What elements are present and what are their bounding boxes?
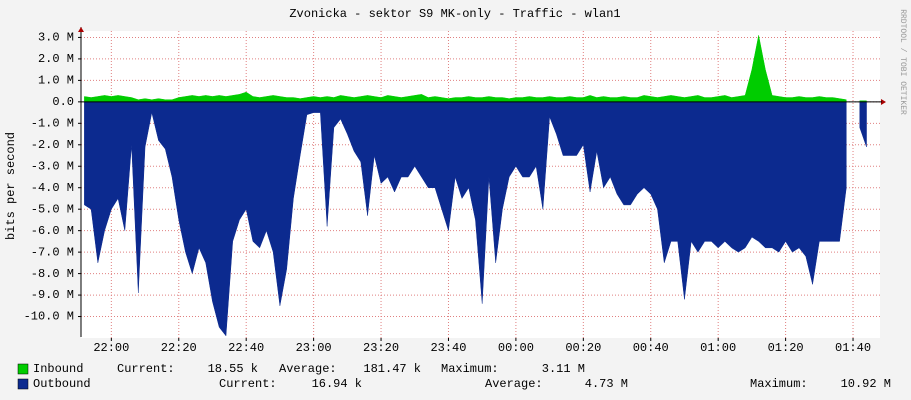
y-axis-arrow [78, 27, 84, 32]
legend-label: Outbound [33, 377, 91, 391]
x-tick-label: 00:00 [498, 341, 534, 355]
x-tick-label: 00:20 [565, 341, 601, 355]
y-tick-label: -5.0 M [31, 202, 74, 216]
legend-stat-value: 4.73 M [585, 377, 628, 391]
y-tick-label: -8.0 M [31, 267, 74, 281]
x-tick-label: 23:40 [430, 341, 466, 355]
legend-stat-label: Average: [279, 362, 337, 376]
legend: Inbound Current: 18.55 k Average: 181.47 k Ma… [17, 362, 891, 391]
x-axis-arrow [881, 99, 886, 105]
legend-swatch [17, 378, 29, 390]
x-tick-label: 01:20 [768, 341, 804, 355]
legend-stat-label: Maximum: [750, 377, 808, 391]
y-tick-label: -6.0 M [31, 224, 74, 238]
legend-stat-label: Average: [485, 377, 543, 391]
y-tick-label: -9.0 M [31, 288, 74, 302]
x-tick-label: 23:00 [296, 341, 332, 355]
y-tick-label: 3.0 M [38, 31, 74, 45]
y-tick-label: 2.0 M [38, 52, 74, 66]
legend-stat-label: Current: [219, 377, 277, 391]
y-tick-label: 0.0 [52, 95, 74, 109]
x-tick-label: 00:40 [633, 341, 669, 355]
x-tick-label: 22:40 [228, 341, 264, 355]
legend-stat-value: 181.47 k [363, 362, 421, 376]
x-tick-label: 22:00 [93, 341, 129, 355]
chart-title: Zvonicka - sektor S9 MK-only - Traffic -… [289, 7, 620, 21]
legend-stat-value: 16.94 k [312, 377, 362, 391]
legend-stat-value: 3.11 M [542, 362, 585, 376]
y-tick-label: -3.0 M [31, 159, 74, 173]
y-tick-label: -1.0 M [31, 116, 74, 130]
legend-swatch [17, 363, 29, 375]
y-tick-label: 1.0 M [38, 74, 74, 88]
legend-stat-value: 18.55 k [208, 362, 258, 376]
y-tick-label: -10.0 M [24, 310, 74, 324]
x-tick-label: 23:20 [363, 341, 399, 355]
legend-label: Inbound [33, 362, 83, 376]
legend-stat-value: 10.92 M [841, 377, 891, 391]
y-tick-label: -4.0 M [31, 181, 74, 195]
y-tick-label: -7.0 M [31, 245, 74, 259]
legend-stat-label: Current: [117, 362, 175, 376]
y-tick-label: -2.0 M [31, 138, 74, 152]
x-tick-label: 01:00 [700, 341, 736, 355]
x-tick-label: 22:20 [161, 341, 197, 355]
y-axis-label: bits per second [4, 132, 18, 240]
x-tick-label: 01:40 [835, 341, 871, 355]
credit: RRDTOOL / TOBI OETIKER [898, 9, 907, 115]
axes: 3.0 M 2.0 M 1.0 M 0.0 -1.0 M -2.0 M -3.0 M -4.0… [24, 27, 886, 355]
legend-stat-label: Maximum: [441, 362, 499, 376]
plot [81, 31, 880, 338]
